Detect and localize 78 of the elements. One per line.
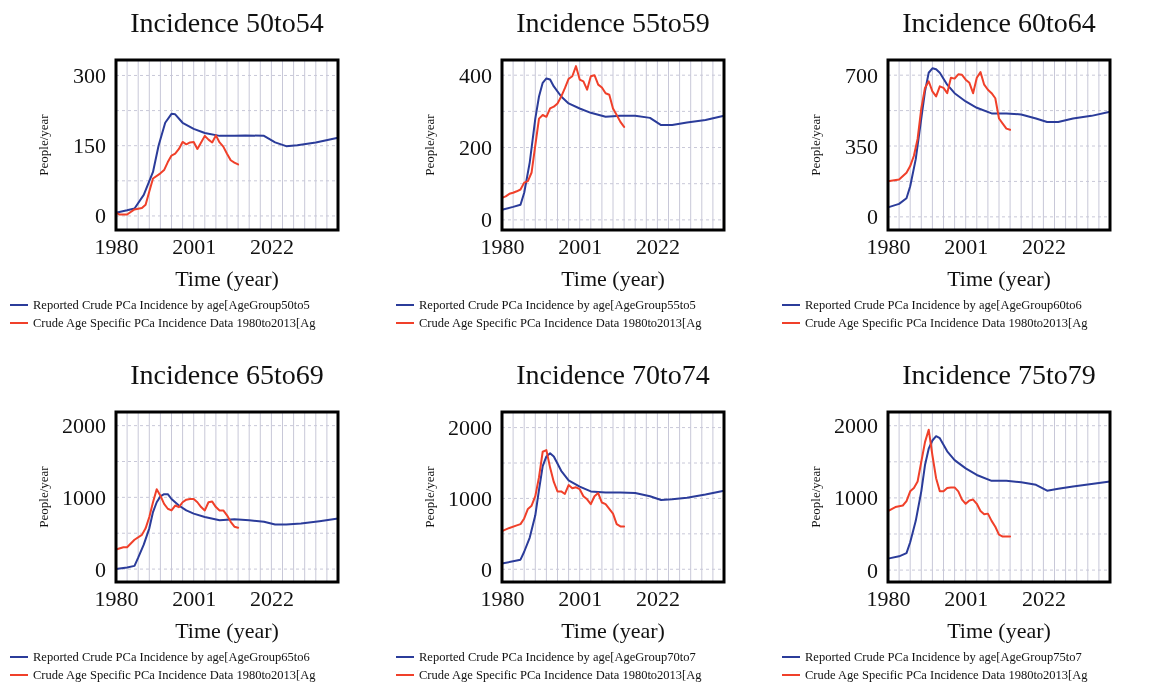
x-tick-label: 2022: [1021, 233, 1066, 259]
y-tick-label: 2000: [448, 415, 492, 441]
line-series: [887, 67, 1111, 209]
x-tick-label: 2001: [172, 585, 217, 611]
x-tick-label: 1980: [94, 585, 139, 611]
legend-label: Reported Crude PCa Incidence by age[AgeGroup60to6: [805, 298, 1082, 312]
x-axis-title: Time (year): [175, 618, 279, 643]
y-axis-title: People/year: [36, 113, 51, 176]
x-tick-label: 1980: [480, 585, 525, 611]
y-tick-label: 0: [95, 203, 106, 229]
x-tick-label: 1980: [866, 233, 911, 259]
y-tick-label: 1000: [62, 484, 106, 510]
y-tick-label: 200: [459, 135, 492, 161]
x-tick-label: 2022: [249, 585, 294, 611]
y-tick-label: 150: [73, 133, 106, 159]
x-axis-title: Time (year): [175, 266, 279, 291]
y-axis-title: People/year: [808, 113, 823, 176]
chart-title: Incidence 60to64: [902, 7, 1096, 38]
x-tick-label: 2001: [944, 233, 989, 259]
legend-label: Crude Age Specific PCa Incidence Data 1980to2013[Ag: [419, 668, 703, 682]
chart-title: Incidence 70to74: [516, 359, 710, 390]
y-tick-label: 0: [481, 207, 492, 233]
line-series: [501, 65, 626, 199]
y-tick-label: 1000: [448, 485, 492, 511]
chart-title: Incidence 75to79: [902, 359, 1096, 390]
y-tick-label: 0: [481, 556, 492, 582]
x-tick-label: 2001: [558, 233, 603, 259]
line-series: [115, 488, 240, 551]
x-tick-label: 2001: [558, 585, 603, 611]
legend-label: Reported Crude PCa Incidence by age[AgeGroup70to7: [419, 650, 696, 664]
legend-label: Reported Crude PCa Incidence by age[AgeGroup75to7: [805, 650, 1082, 664]
chart-title: Incidence 50to54: [130, 7, 324, 38]
legend-label: Crude Age Specific PCa Incidence Data 1980to2013[Ag: [805, 668, 1089, 682]
legend-label: Crude Age Specific PCa Incidence Data 1980to2013[Ag: [33, 316, 317, 330]
legend-label: Reported Crude PCa Incidence by age[AgeGroup65to6: [33, 650, 310, 664]
x-tick-label: 2001: [944, 585, 989, 611]
line-series: [501, 77, 725, 211]
line-series: [115, 493, 339, 571]
line-series: [887, 435, 1111, 560]
chart-title: Incidence 55to59: [516, 7, 710, 38]
chart-title: Incidence 65to69: [130, 359, 324, 390]
x-axis-title: Time (year): [561, 618, 665, 643]
y-tick-label: 0: [867, 204, 878, 230]
legend-label: Crude Age Specific PCa Incidence Data 1980to2013[Ag: [805, 316, 1089, 330]
y-tick-label: 0: [867, 557, 878, 583]
y-axis-title: People/year: [36, 465, 51, 528]
x-tick-label: 2022: [1021, 585, 1066, 611]
x-tick-label: 2001: [172, 233, 217, 259]
legend-label: Crude Age Specific PCa Incidence Data 1980to2013[Ag: [419, 316, 703, 330]
x-tick-label: 1980: [480, 233, 525, 259]
x-tick-label: 1980: [94, 233, 139, 259]
y-axis-title: People/year: [422, 113, 437, 176]
x-axis-title: Time (year): [947, 266, 1051, 291]
line-series: [501, 449, 626, 533]
y-axis-title: People/year: [422, 465, 437, 528]
y-tick-label: 700: [845, 62, 878, 88]
y-axis-title: People/year: [808, 465, 823, 528]
legend-label: Reported Crude PCa Incidence by age[AgeGroup55to5: [419, 298, 696, 312]
line-series: [501, 452, 725, 565]
x-axis-title: Time (year): [561, 266, 665, 291]
legend-label: Crude Age Specific PCa Incidence Data 1980to2013[Ag: [33, 668, 317, 682]
y-tick-label: 400: [459, 62, 492, 88]
y-tick-label: 350: [845, 133, 878, 159]
x-tick-label: 2022: [249, 233, 294, 259]
y-tick-label: 300: [73, 62, 106, 88]
y-tick-label: 1000: [834, 485, 878, 511]
y-tick-label: 2000: [62, 413, 106, 439]
line-series: [115, 112, 339, 214]
line-series: [887, 71, 1012, 183]
y-tick-label: 2000: [834, 413, 878, 439]
x-axis-title: Time (year): [947, 618, 1051, 643]
line-series: [115, 134, 240, 216]
legend-label: Reported Crude PCa Incidence by age[AgeGroup50to5: [33, 298, 310, 312]
x-tick-label: 1980: [866, 585, 911, 611]
y-tick-label: 0: [95, 556, 106, 582]
x-tick-label: 2022: [635, 585, 680, 611]
x-tick-label: 2022: [635, 233, 680, 259]
line-series: [887, 428, 1012, 538]
